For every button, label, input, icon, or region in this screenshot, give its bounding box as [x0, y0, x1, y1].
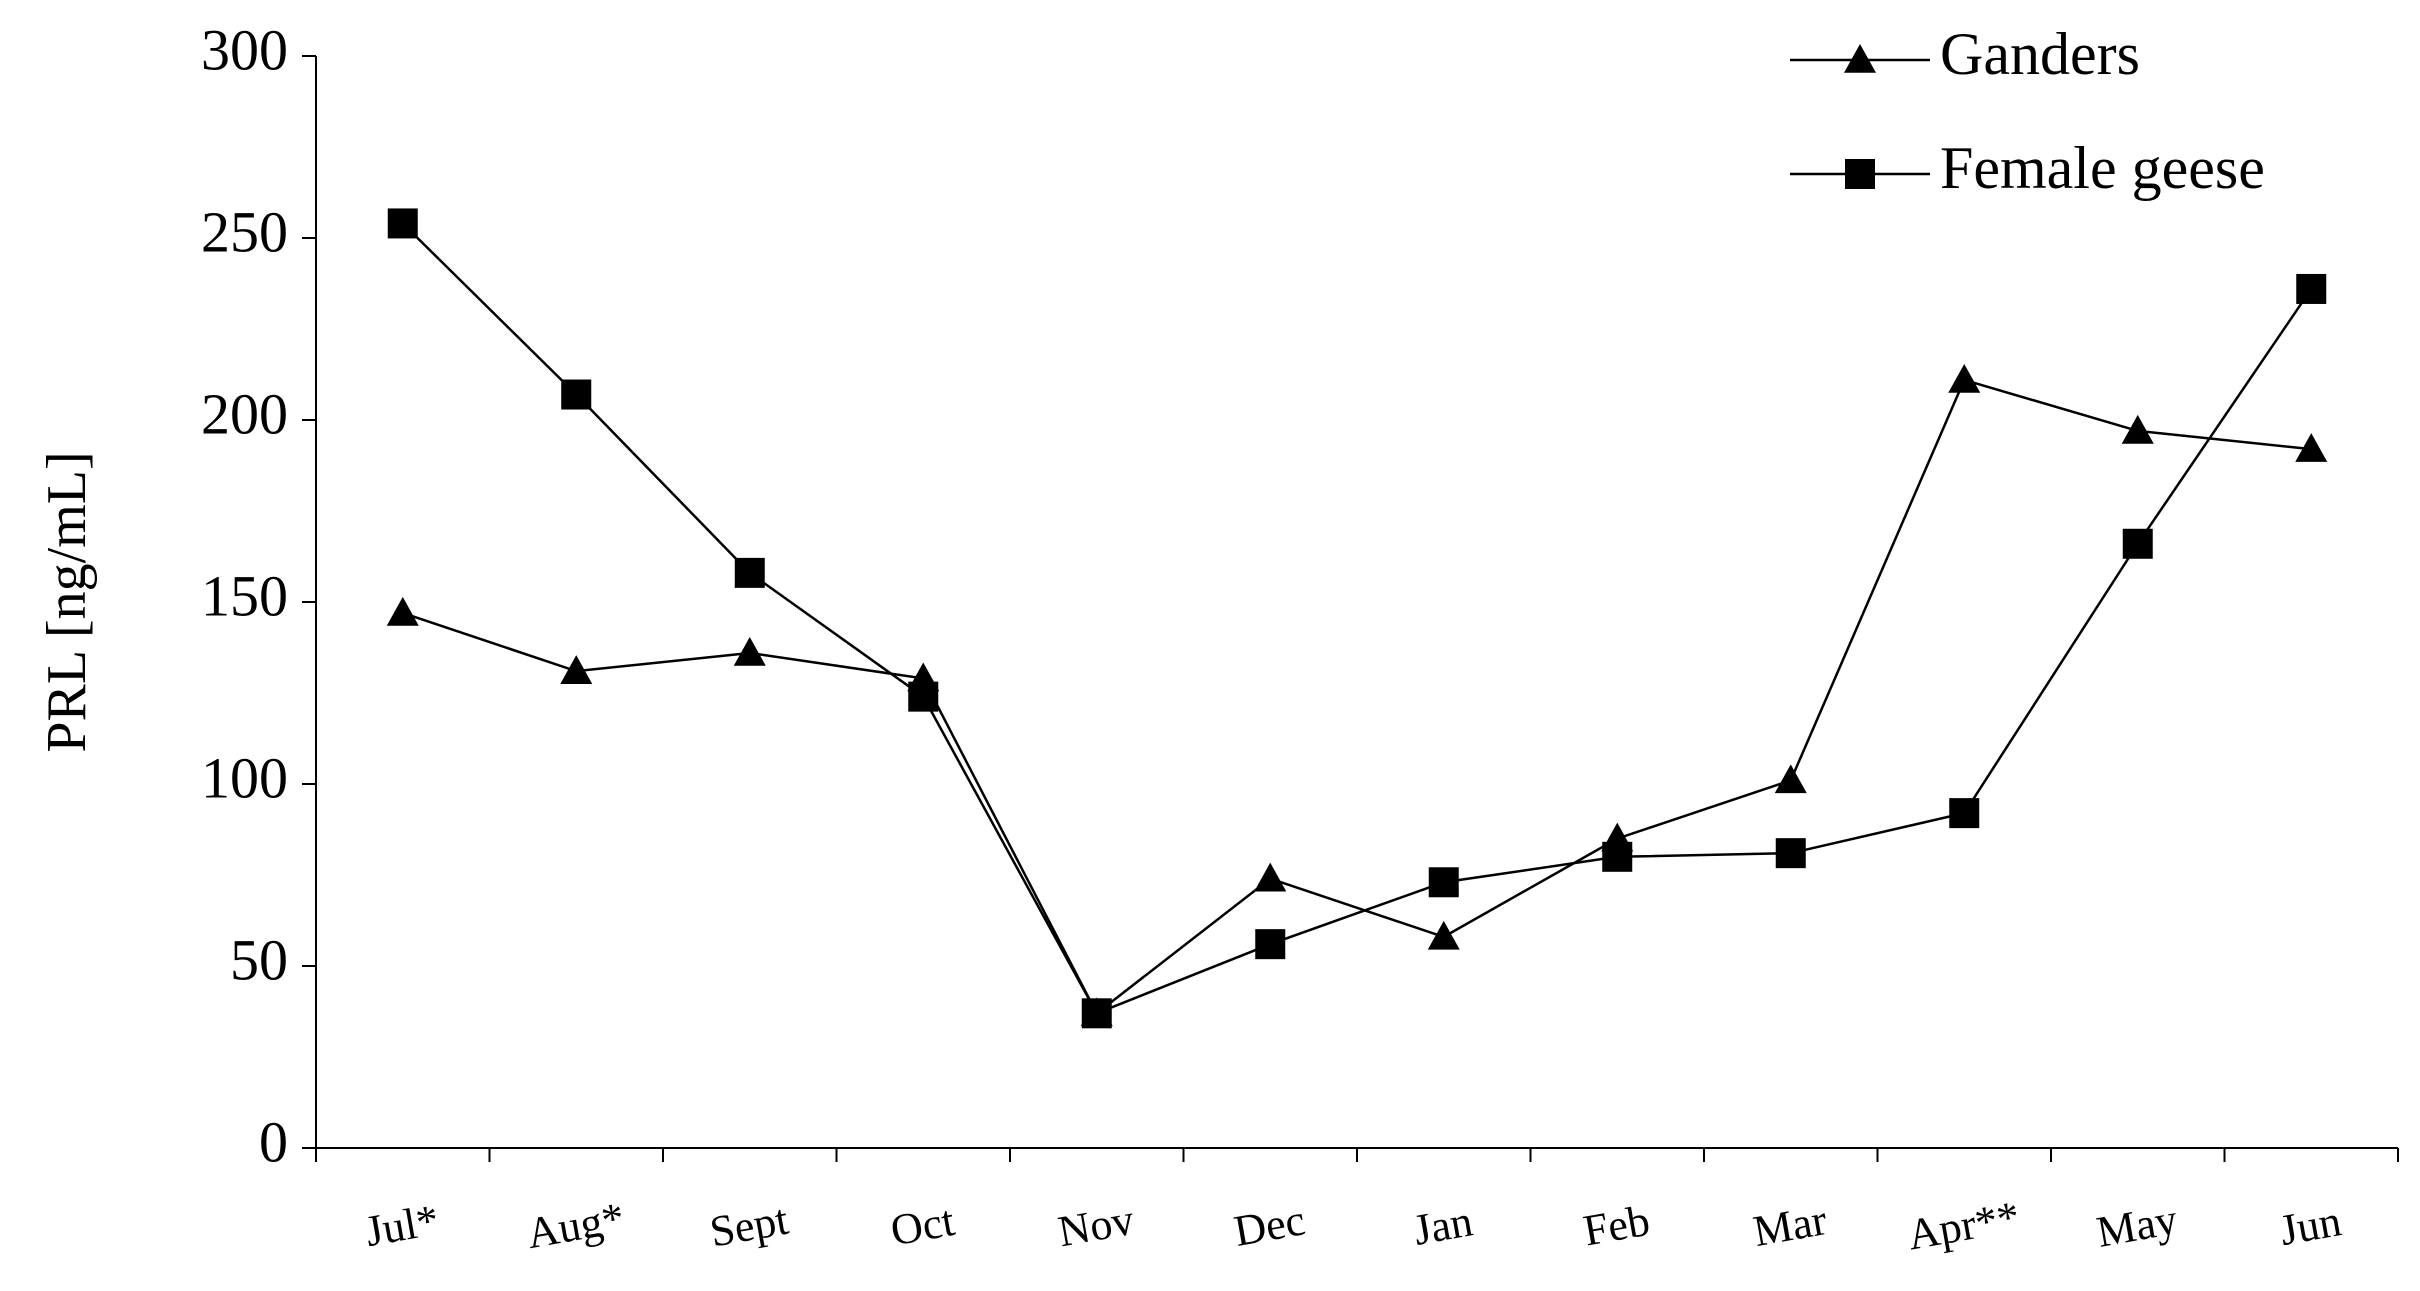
marker [1775, 838, 1806, 869]
x-tick-label: Oct [887, 1196, 958, 1255]
series-line [402, 378, 2312, 1016]
marker [1602, 841, 1633, 872]
marker [1948, 363, 1981, 393]
marker [2295, 433, 2328, 462]
y-tick-label: 150 [201, 563, 288, 628]
x-tick-label: Feb [1580, 1196, 1654, 1256]
marker [1255, 929, 1286, 960]
marker [2122, 528, 2153, 559]
marker [1844, 44, 1876, 73]
legend-entry: Ganders [1790, 21, 2140, 87]
marker [1774, 764, 1807, 794]
series-line [401, 222, 2313, 1015]
y-tick-label: 200 [201, 381, 288, 446]
x-tick-label: Jan [1410, 1196, 1476, 1254]
y-tick-label: 0 [259, 1109, 288, 1174]
y-tick-label: 100 [201, 745, 288, 810]
marker [1949, 798, 1980, 829]
y-axis-label: PRL [ng/mL] [36, 451, 98, 752]
marker [734, 557, 765, 588]
legend-label: Female geese [1940, 135, 2265, 201]
x-tick-label: Apr** [1904, 1192, 2023, 1260]
marker [2121, 414, 2154, 444]
y-tick-label: 50 [230, 927, 288, 992]
x-tick-label: Jun [2276, 1196, 2345, 1255]
marker [1845, 159, 1875, 189]
marker [386, 596, 419, 626]
x-tick-label: May [2093, 1195, 2181, 1257]
marker [1081, 998, 1112, 1029]
legend-entry: Female geese [1790, 135, 2265, 201]
marker [1254, 862, 1287, 892]
marker [2296, 273, 2327, 304]
marker [908, 681, 939, 712]
y-tick-label: 250 [201, 199, 288, 264]
marker [733, 636, 766, 666]
marker [561, 379, 592, 410]
x-tick-label: Jul* [362, 1195, 443, 1256]
marker [1428, 867, 1459, 898]
x-tick-label: Nov [1054, 1195, 1137, 1256]
x-tick-label: Aug* [523, 1193, 628, 1258]
x-tick-label: Sept [706, 1195, 792, 1257]
marker [560, 655, 593, 684]
y-tick-label: 300 [201, 17, 288, 82]
marker [387, 208, 418, 239]
x-tick-label: Mar [1750, 1195, 1831, 1256]
marker [1427, 920, 1460, 950]
x-tick-label: Dec [1230, 1195, 1308, 1256]
legend-label: Ganders [1940, 21, 2140, 87]
